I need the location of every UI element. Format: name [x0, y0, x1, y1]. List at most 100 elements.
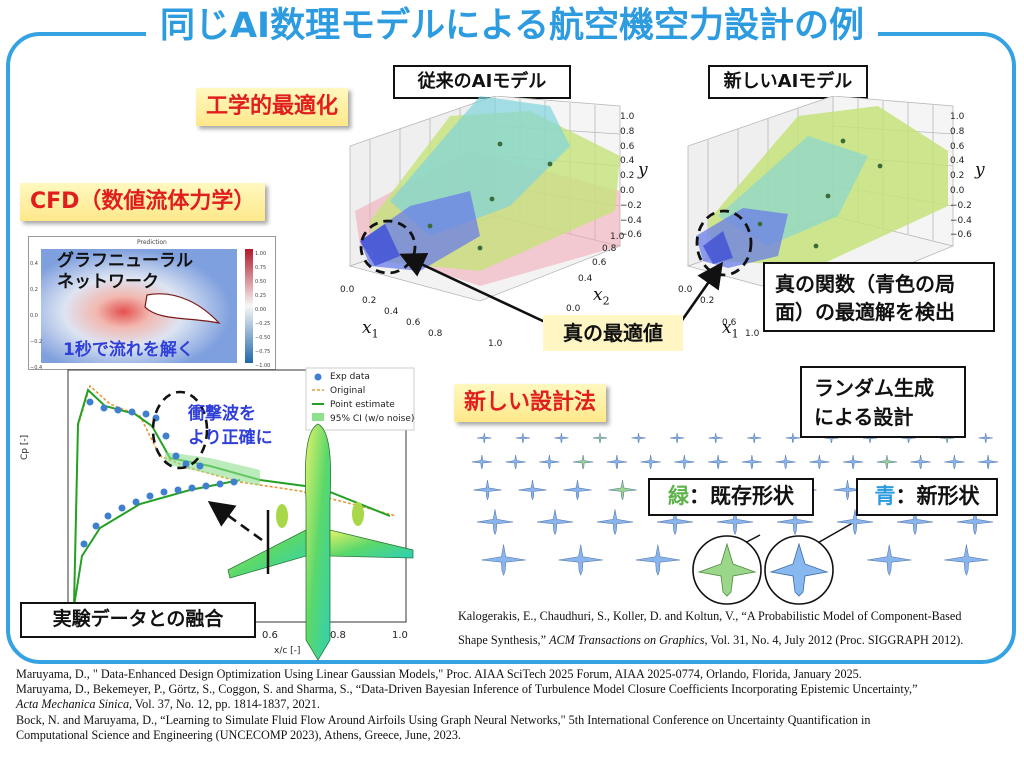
airplane-thumbnail — [944, 454, 965, 470]
airplane-thumbnail — [670, 433, 685, 444]
x-tick: 0.6 — [406, 318, 421, 328]
cp-x-tick: 0.6 — [262, 630, 278, 641]
airplane-thumbnail — [876, 454, 897, 470]
x-tick: 0.4 — [384, 307, 399, 317]
ref-kalogerakis-1: Kalogerakis, E., Chaudhuri, S., Koller, … — [458, 609, 962, 623]
x-tick: 0.0 — [340, 285, 355, 295]
gnn-panel: Prediction 1.00 0.75 0.50 0.25 0.00 −0.25 −0… — [28, 236, 276, 371]
x-tick: 1.0 — [488, 339, 503, 349]
fuselage — [304, 423, 332, 661]
plot-conventional — [348, 96, 622, 302]
airplane-thumbnail — [836, 509, 874, 536]
airplane-thumbnail — [843, 454, 864, 470]
box-random-design: ランダム生成 による設計 — [800, 366, 966, 438]
z-ticks-right: 1.0 0.8 0.6 0.4 0.2 0.0 −0.2 −0.4 −0.6 — [950, 112, 972, 241]
y-tick: 0.6 — [592, 258, 607, 268]
z-ticks-left: 1.0 0.8 0.6 0.4 0.2 0.0 −0.2 −0.4 −0.6 — [620, 112, 642, 241]
x-tick: 0.2 — [700, 296, 715, 306]
airplane-thumbnail — [471, 454, 492, 470]
prediction-label: Prediction — [137, 239, 167, 246]
label-shock-wave: 衝撃波を より正確に — [188, 404, 273, 448]
cp-legend-labels: Exp data Original Point estimate 95% CI … — [330, 372, 415, 424]
airplane-thumbnail — [708, 454, 729, 470]
arrow-to-optimum-right — [676, 261, 723, 327]
airplane-thumbnail — [708, 433, 723, 444]
ref-5: Computational Science and Engineering (U… — [16, 727, 461, 742]
ci-band — [165, 452, 260, 486]
x-tick: 0.2 — [362, 296, 377, 306]
label-true-optimum: 真の最適値 — [543, 315, 683, 351]
box-green-existing: 緑：既存形状 — [648, 478, 814, 516]
airplane-thumbnail — [592, 433, 608, 444]
y-tick: 0.4 — [578, 274, 593, 284]
airplane-thumbnail — [656, 509, 694, 536]
box-blue-new: 青：新形状 — [856, 478, 998, 516]
airplane-thumbnail — [635, 544, 680, 577]
airplane-thumbnail — [518, 480, 547, 501]
axis-x2-left: x2 — [593, 285, 610, 308]
axis-y-left: y — [638, 160, 648, 180]
airplane-thumbnail — [716, 509, 754, 536]
tag-cfd: CFD（数値流体力学） — [20, 183, 266, 221]
axis-x1-right: x1 — [722, 318, 739, 341]
airplane-thumbnail — [747, 433, 762, 444]
aircraft-render — [227, 423, 414, 661]
tag-optimization: 工学的最適化 — [196, 88, 349, 126]
airplane-thumbnail — [640, 454, 661, 470]
airplane-grid — [471, 433, 999, 605]
cp-ylabel: Cp [-] — [20, 434, 30, 460]
airplane-thumbnail — [558, 544, 603, 577]
tag-design: 新しい設計法 — [454, 384, 607, 422]
airplane-thumbnail — [563, 480, 592, 501]
airplane-thumbnail — [481, 544, 526, 577]
axis-x1-left: x1 — [362, 318, 379, 341]
airplane-thumbnail — [674, 454, 695, 470]
label-new-model: 新しいAIモデル — [708, 65, 868, 99]
airplane-thumbnail — [536, 509, 574, 536]
label-one-second: 1秒で流れを解く — [63, 340, 194, 360]
point-estimate-lower — [73, 479, 241, 607]
airplane-thumbnail — [477, 433, 492, 444]
airplane-thumbnail — [608, 480, 637, 501]
y-tick: 1.0 — [610, 232, 625, 242]
references: Maruyama, D., " Data-Enhanced Design Opt… — [16, 667, 1016, 743]
airplane-thumbnail — [956, 509, 994, 536]
airplane-thumbnail — [978, 433, 993, 444]
airplane-thumbnail — [978, 454, 999, 470]
airfoil-shape — [144, 293, 221, 324]
dashed-arrow-fusion — [207, 500, 263, 542]
blue-new-plane — [769, 542, 829, 597]
airplane-thumbnail — [596, 509, 634, 536]
airplane-thumbnail — [944, 544, 989, 577]
airplane-thumbnail — [776, 509, 814, 536]
airplane-thumbnail — [785, 433, 800, 444]
dashed-circle-optimum — [359, 219, 417, 275]
airplane-thumbnail — [910, 454, 931, 470]
airplane-thumbnail — [775, 454, 796, 470]
cp-x-tick: 1.0 — [392, 630, 408, 641]
box-experiment-fusion: 実験データとの融合 — [20, 602, 256, 638]
cp-legend — [305, 367, 415, 431]
cp-xlabel: x/c [-] — [274, 646, 301, 656]
ref-2: Maruyama, D., Bekemeyer, P., Görtz, S., … — [16, 682, 918, 697]
colorbar-ticks: 1.00 0.75 0.50 0.25 0.00 −0.25 −0.50 −0.75 −1.… — [255, 251, 271, 369]
arrow-to-optimum-left — [399, 253, 546, 324]
airplane-thumbnail — [631, 433, 646, 444]
gnn-flow-field — [41, 249, 253, 363]
x-tick: 1.0 — [745, 329, 760, 339]
x-tick: 0.8 — [428, 329, 443, 339]
cp-chart — [67, 367, 415, 623]
airplane-thumbnail — [573, 454, 594, 470]
label-gnn: グラフニューラル ネットワーク — [57, 251, 193, 292]
plot-new — [686, 96, 955, 302]
airplane-thumbnail — [606, 454, 627, 470]
axis-y-right: y — [975, 160, 985, 180]
ref-3: Acta Mechanica Sinica, Vol. 37, No. 12, … — [16, 697, 320, 712]
cp-x-tick: 0.8 — [330, 630, 346, 641]
label-conventional-model: 従来のAIモデル — [393, 65, 571, 99]
page-title-wrap: 同じAI数理モデルによる航空機空力設計の例 — [0, 0, 1024, 58]
green-existing-plane — [697, 542, 757, 597]
ref-4: Bock, N. and Maruyama, D., “Learning to … — [16, 712, 871, 727]
airplane-thumbnail — [896, 509, 934, 536]
page-title: 同じAI数理モデルによる航空機空力設計の例 — [145, 0, 879, 52]
